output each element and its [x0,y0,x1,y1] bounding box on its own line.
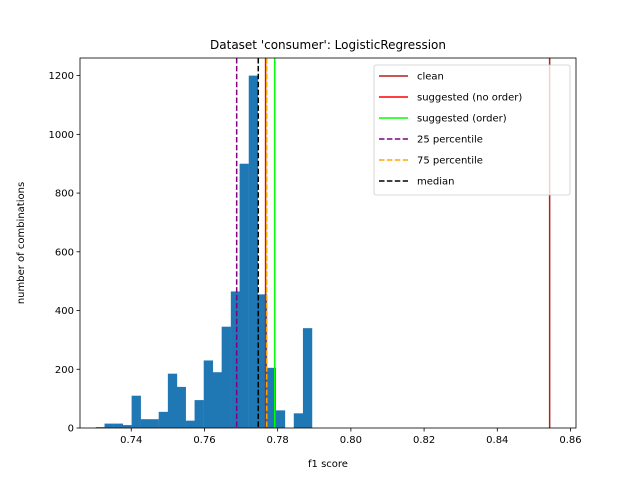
histogram-bar [257,294,268,428]
histogram-bar [212,372,223,428]
x-axis-ticks: 0.74 0.76 0.78 0.80 0.82 0.84 0.86 [120,428,582,446]
histogram-bar [149,419,159,428]
histogram-bar [131,395,141,428]
y-tick-label: 1200 [49,71,74,82]
histogram-bar [185,420,196,428]
x-tick-label: 0.74 [120,435,142,446]
histogram-bar [167,373,178,428]
histogram-bar [275,410,286,428]
y-tick-label: 600 [55,247,74,258]
legend-label: 25 percentile [417,135,483,146]
histogram-bar [122,425,132,428]
x-tick-label: 0.80 [340,435,362,446]
histogram-bar [95,427,106,428]
y-tick-label: 400 [55,306,74,317]
histogram-bar [302,328,313,428]
histogram-bar [113,423,123,428]
legend-label: median [417,177,455,188]
x-tick-label: 0.78 [267,435,289,446]
reference-lines [235,58,551,428]
legend-label: 75 percentile [417,156,483,167]
legend-label: suggested (order) [417,114,507,125]
y-axis-ticks: 0 200 400 600 800 1000 1200 [49,71,80,435]
legend-label: suggested (no order) [417,93,522,104]
histogram-bar [293,413,304,428]
histogram-bar [176,386,186,428]
histogram-bar [239,163,249,428]
bars [95,75,313,428]
histogram-bar [140,419,151,428]
x-tick-label: 0.86 [559,435,581,446]
y-tick-label: 1000 [49,130,74,141]
y-axis-label: number of combinations [16,182,27,304]
chart-title: Dataset 'consumer': LogisticRegression [210,38,446,52]
y-tick-label: 800 [55,189,74,200]
legend: clean suggested (no order) suggested (orde… [373,64,571,196]
x-axis-label: f1 score [308,459,348,470]
histogram-bar [194,400,204,428]
x-tick-label: 0.82 [413,435,435,446]
histogram-bar [230,291,241,428]
histogram-bar [266,367,276,428]
x-tick-label: 0.76 [193,435,215,446]
legend-box [373,64,571,196]
y-tick-label: 0 [68,424,74,435]
histogram-bar [158,411,169,428]
axes-frame [79,57,577,429]
histogram-bar [104,423,114,428]
histogram-bar [248,75,259,428]
y-tick-label: 200 [55,365,74,376]
legend-label: clean [417,72,444,83]
plot-area [95,58,551,428]
histogram-bar [221,326,231,428]
histogram-bar [203,360,214,428]
x-tick-label: 0.84 [486,435,508,446]
